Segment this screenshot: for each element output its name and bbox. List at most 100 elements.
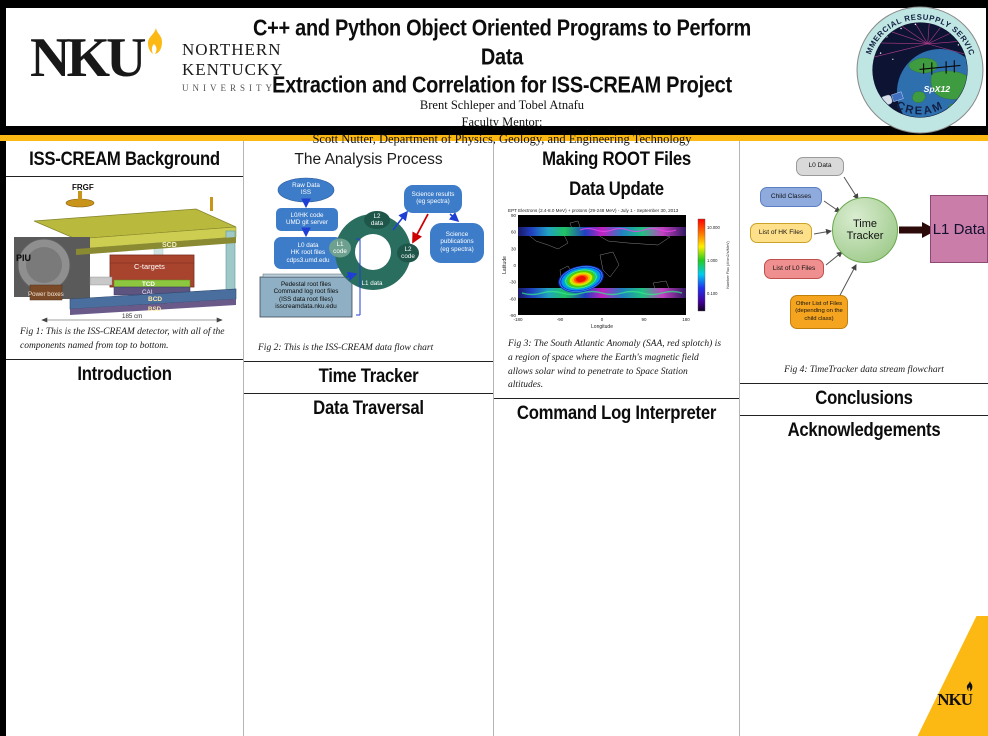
fig2-node-l2-code: L2 code: [401, 246, 415, 261]
poster-body: ISS-CREAM Background FRGF PIU S: [6, 141, 988, 736]
fig3-xtick: 0: [601, 317, 604, 322]
fig4-node-l0-files: List of L0 Files: [764, 259, 824, 279]
section-divider: [244, 392, 493, 394]
column-4: L0 Data Child Classes List of HK Files L…: [740, 141, 988, 736]
section-title-data-traversal: Data Traversal: [313, 397, 424, 419]
fig3-xtick: 180: [682, 317, 690, 322]
column-3: Making ROOT Files Data Update: [494, 141, 740, 736]
svg-text:CREAM: CREAM: [894, 99, 946, 117]
nku-name-line3: UNIVERSITY: [182, 83, 276, 93]
fig2-node-l0-data: L0 data HK root files cdps3.umd.edu: [286, 242, 330, 264]
nku-name-line1: NORTHERN: [182, 40, 282, 59]
fig2-node-l2-data: L2 data: [370, 213, 384, 228]
title-block: C++ and Python Object Oriented Programs …: [238, 14, 766, 147]
fig4-node-hk-files: List of HK Files: [750, 223, 812, 243]
iss-silhouette: [919, 60, 961, 75]
fig1-label-cal: CAL: [142, 289, 155, 296]
fig3-ytick: 30: [511, 246, 517, 251]
fig4-node-time-tracker: Time Tracker: [832, 197, 898, 263]
fig1-label-bcd: BCD: [148, 296, 162, 303]
section-divider: [244, 360, 493, 362]
fig3-caption: Fig 3: The South Atlantic Anomaly (SAA, …: [508, 339, 722, 391]
section-title-command-log: Command Log Interpreter: [516, 403, 717, 425]
section-title-making-root: Making ROOT Files: [542, 149, 691, 170]
mentor-label: Faculty Mentor:: [461, 114, 543, 129]
fig4-node-other-files: Other List of Files (depending on the ch…: [790, 295, 848, 329]
section-title-time-tracker: Time Tracker: [318, 365, 419, 387]
fig2-node-raw-data: Raw Data ISS: [292, 182, 320, 197]
fig1-detector-image: FRGF PIU SCD C-targets T: [14, 183, 237, 323]
fig2-node-l1-data: L1 data: [361, 280, 383, 287]
fig1-label-tcd: TCD: [142, 281, 155, 288]
fig1-label-power: Power boxes: [28, 291, 64, 298]
fig4-flowchart: L0 Data Child Classes List of HK Files L…: [748, 147, 988, 361]
poster-title: C++ and Python Object Oriented Programs …: [253, 15, 751, 99]
fig4-node-child-classes: Child Classes: [760, 187, 822, 207]
section-divider: [740, 414, 988, 416]
fig1-label-frgf: FRGF: [72, 183, 94, 192]
section-title-data-update: Data Update: [569, 179, 664, 200]
header: NKU NORTHERN KENTUCKY UNIVERSITY C++ and…: [6, 6, 986, 146]
patch-mission-text: SpX12: [924, 84, 951, 94]
fig3-ytick: 90: [511, 213, 517, 218]
fig2-node-l1-code: L1 code: [333, 241, 347, 256]
section-divider: [494, 398, 739, 400]
left-border: [0, 0, 6, 736]
fig4-node-l0-data: L0 Data: [796, 157, 844, 176]
fig3-colorbar-label: 10.000: [707, 225, 720, 230]
nku-name-line2: KENTUCKY: [182, 60, 284, 79]
fig3-xtick: 90: [641, 317, 647, 322]
fig2-node-science-results: Science results (eg spectra): [411, 191, 455, 206]
section-title-introduction: Introduction: [77, 363, 172, 385]
fig1-label-sfc: SFC: [90, 270, 103, 277]
fig4-node-l1-data: L1 Data: [930, 195, 988, 263]
fig1-caption: Fig 1: This is the ISS-CREAM detector, w…: [20, 327, 225, 351]
fig1-label-bsd: BSD: [148, 306, 162, 313]
section-divider: [6, 176, 243, 177]
fig3-saa-map: EPT Electrons (2.4-8.0 MeV) + protons (2…: [502, 208, 730, 330]
fig3-ylabel: Latitude: [502, 256, 508, 274]
mission-patch: SpX12 COMMERCIAL RESUPPLY SERVICES CREAM: [856, 6, 984, 134]
mentor: Scott Nutter, Department of Physics, Geo…: [312, 131, 692, 146]
header-divider-gold: [0, 135, 988, 141]
section-title-conclusions: Conclusions: [815, 387, 913, 409]
fig4-caption: Fig 4: TimeTracker data stream flowchart: [784, 365, 944, 375]
fig1-label-piu: PIU: [16, 253, 31, 263]
fig3-xtick: -180: [513, 317, 523, 322]
section-title-background: ISS-CREAM Background: [29, 149, 220, 170]
fig3-ytick: 0: [513, 263, 516, 268]
fig1-label-scd: SCD: [162, 242, 177, 249]
right-border: [986, 0, 988, 140]
flame-icon: [148, 28, 162, 54]
patch-bottom-text: CREAM: [894, 99, 944, 117]
ribbon-nku-text: NKU: [937, 690, 973, 709]
saa-blob: [558, 265, 604, 293]
section-title-acknowledgements: Acknowledgements: [787, 419, 941, 441]
fig3-colorbar-label: 1.000: [707, 258, 718, 263]
fig3-ytick: -60: [509, 296, 516, 301]
fig3-xtick: -90: [557, 317, 564, 322]
fig2-node-pedestal-files: Pedestal root files Command log root fil…: [273, 281, 339, 311]
fig2-node-code-server: L0/HK code UMD git server: [286, 212, 328, 227]
header-divider-black: [0, 126, 988, 135]
section-divider: [6, 358, 243, 360]
fig3-ytick: 60: [511, 230, 517, 235]
fig2-node-science-publications: Science publications (eg spectra): [440, 231, 474, 253]
fig3-colorbar-title: Number Flux (#/cm2/s/MeV): [726, 241, 730, 289]
nku-name: NORTHERN KENTUCKY UNIVERSITY: [182, 40, 284, 93]
analysis-process-title: The Analysis Process: [294, 151, 443, 168]
fig3-ytick: -90: [509, 313, 516, 318]
fig3-ytick: -30: [509, 280, 516, 285]
ribbon-flame-icon: [966, 681, 973, 692]
fig3-colorbar-label: 0.100: [707, 291, 718, 296]
fig1-label-scale: 185 cm: [122, 313, 142, 320]
fig3-xlabel: Longitude: [591, 324, 613, 330]
column-1: ISS-CREAM Background FRGF PIU S: [6, 141, 244, 736]
fig1-label-ctargets: C-targets: [134, 262, 165, 271]
top-border: [0, 0, 988, 8]
authors: Brent Schleper and Tobel Atnafu: [419, 97, 585, 112]
fig2-caption: Fig 2: This is the ISS-CREAM data flow c…: [258, 343, 434, 353]
nku-wordmark: NKU: [30, 27, 146, 89]
fig2-flowchart: Raw Data ISS L0/HK code UMD git server L…: [252, 171, 486, 339]
